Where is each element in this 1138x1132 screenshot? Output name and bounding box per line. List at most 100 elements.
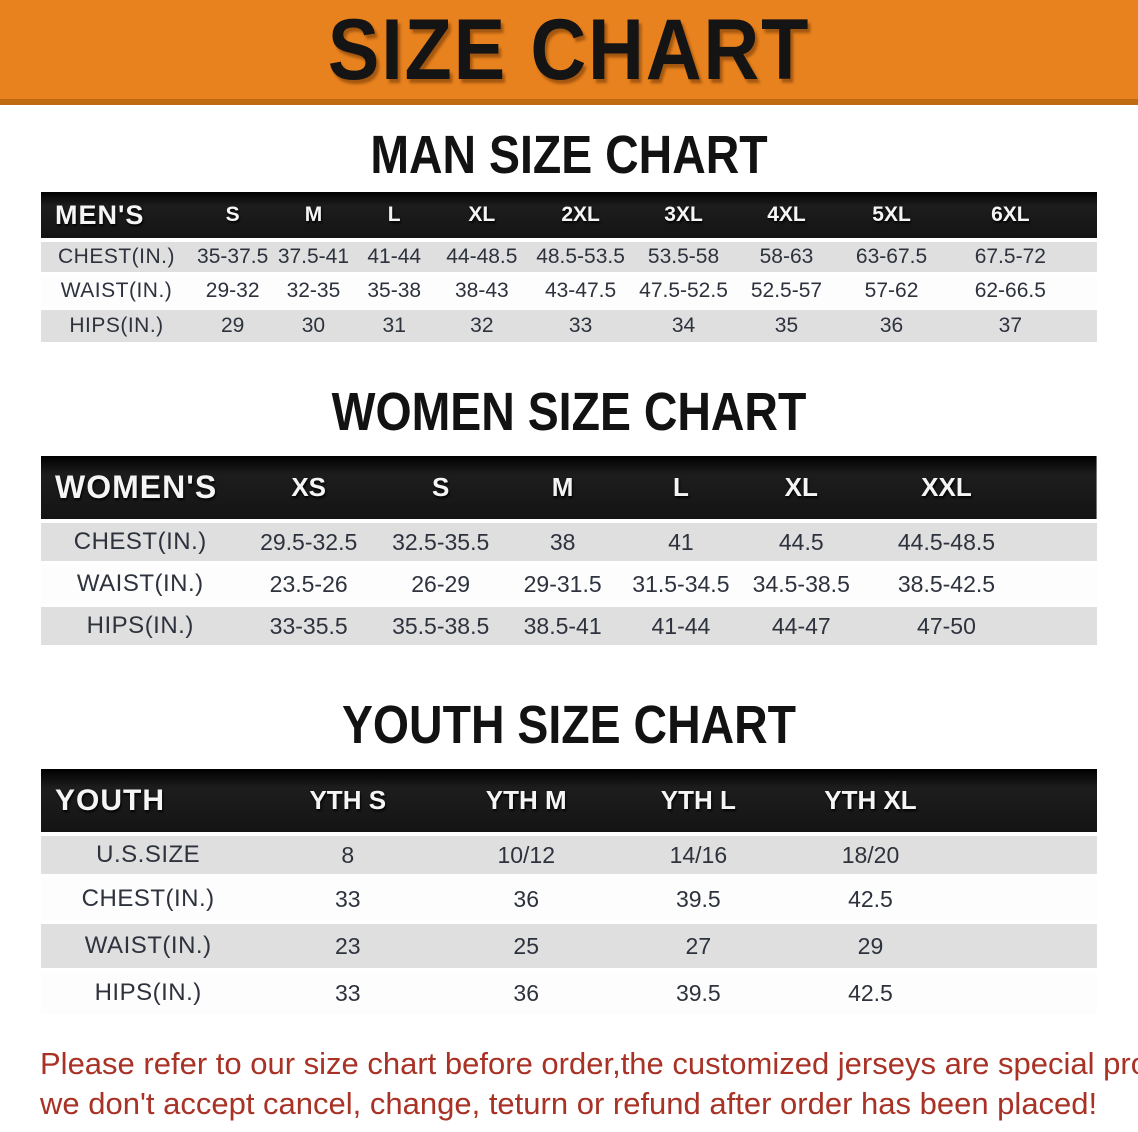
women-column-header: L <box>672 472 689 502</box>
men-waist-row: WAIST(IN.) 29-32 32-35 35-38 38-43 43-47… <box>41 276 1097 306</box>
size-value: 33 <box>528 310 633 342</box>
youth-size-chart-heading: YOUTH SIZE CHART <box>0 695 1138 755</box>
size-value: 47-50 <box>862 607 1031 645</box>
women-size-chart-heading-text: WOMEN SIZE CHART <box>331 382 807 442</box>
size-value: 32 <box>434 310 529 342</box>
disclaimer-line-2: we don't accept cancel, change, teturn o… <box>40 1086 1098 1121</box>
size-value: 35.5-38.5 <box>377 607 504 645</box>
size-value: 27 <box>612 924 785 968</box>
size-value: 44-47 <box>740 607 863 645</box>
size-value-filler <box>956 972 1097 1014</box>
women-size-chart-heading: WOMEN SIZE CHART <box>0 382 1138 442</box>
youth-ussize-row: U.S.SIZE 8 10/12 14/16 18/20 <box>41 836 1097 874</box>
men-column-header: L <box>387 203 401 226</box>
men-column-header: XL <box>468 203 496 226</box>
row-label: HIPS(IN.) <box>41 310 193 342</box>
size-value: 41-44 <box>621 607 741 645</box>
disclaimer-note: Please refer to our size chart before or… <box>40 1044 1138 1124</box>
size-value: 57-62 <box>838 276 945 306</box>
disclaimer-line-1: Please refer to our size chart before or… <box>40 1046 1138 1081</box>
size-value: 47.5-52.5 <box>632 276 735 306</box>
size-value-filler <box>1075 276 1097 306</box>
women-hips-row: HIPS(IN.) 33-35.5 35.5-38.5 38.5-41 41-4… <box>41 607 1097 645</box>
men-corner-label: MEN'S <box>55 199 145 230</box>
size-value: 48.5-53.5 <box>528 242 633 272</box>
size-value: 44.5-48.5 <box>862 523 1031 561</box>
men-size-table: MEN'S S M L XL 2XL 3XL 4XL 5XL 6XL CHEST… <box>41 188 1097 346</box>
row-label: HIPS(IN.) <box>41 972 256 1014</box>
size-value: 37 <box>944 310 1076 342</box>
youth-hips-row: HIPS(IN.) 33 36 39.5 42.5 <box>41 972 1097 1014</box>
youth-column-header: YTH S <box>309 785 387 815</box>
size-chart-banner: SIZE CHART <box>0 0 1138 105</box>
size-value-filler <box>956 878 1097 920</box>
size-value: 33-35.5 <box>239 607 378 645</box>
size-value: 35-38 <box>353 276 435 306</box>
size-value: 38 <box>503 523 622 561</box>
size-value: 29 <box>192 310 274 342</box>
size-value-filler <box>1030 607 1097 645</box>
size-value: 10/12 <box>440 836 613 874</box>
men-header-filler <box>1076 192 1097 238</box>
size-value: 18/20 <box>784 836 957 874</box>
size-value: 26-29 <box>377 565 504 603</box>
men-column-header: S <box>225 203 240 226</box>
youth-size-table: YOUTH YTH S YTH M YTH L YTH XL U.S.SIZE … <box>41 765 1097 1018</box>
youth-header-row: YOUTH YTH S YTH M YTH L YTH XL <box>41 769 1097 832</box>
women-chest-row: CHEST(IN.) 29.5-32.5 32.5-35.5 38 41 44.… <box>41 523 1097 561</box>
size-value: 44-48.5 <box>434 242 529 272</box>
women-corner-label: WOMEN'S <box>55 469 218 505</box>
youth-size-chart-heading-text: YOUTH SIZE CHART <box>341 695 797 755</box>
size-value: 67.5-72 <box>944 242 1076 272</box>
women-column-header: M <box>551 472 574 502</box>
youth-chest-row: CHEST(IN.) 33 36 39.5 42.5 <box>41 878 1097 920</box>
men-column-header: 4XL <box>767 203 806 226</box>
size-value: 34.5-38.5 <box>740 565 863 603</box>
size-value: 35 <box>734 310 839 342</box>
banner-title: SIZE CHART <box>327 1 811 98</box>
size-value: 14/16 <box>612 836 785 874</box>
size-value: 43-47.5 <box>528 276 633 306</box>
size-value: 32.5-35.5 <box>377 523 504 561</box>
size-value: 36 <box>838 310 945 342</box>
women-column-header: XXL <box>921 472 972 502</box>
men-chest-row: CHEST(IN.) 35-37.5 37.5-41 41-44 44-48.5… <box>41 242 1097 272</box>
row-label: CHEST(IN.) <box>41 878 256 920</box>
size-value: 53.5-58 <box>632 242 735 272</box>
size-value: 31 <box>353 310 435 342</box>
youth-header-filler <box>957 769 1097 832</box>
size-value-filler <box>1075 310 1097 342</box>
row-label: WAIST(IN.) <box>41 924 256 968</box>
size-value: 36 <box>440 972 613 1014</box>
size-value: 39.5 <box>612 878 785 920</box>
women-column-header: XL <box>784 472 818 502</box>
youth-corner-label: YOUTH <box>55 783 165 817</box>
women-header-filler <box>1030 456 1097 519</box>
row-label: CHEST(IN.) <box>41 523 240 561</box>
men-column-header: 6XL <box>991 203 1030 226</box>
women-size-table: WOMEN'S XS S M L XL XXL CHEST(IN.) 29.5-… <box>41 452 1097 649</box>
row-label: U.S.SIZE <box>41 836 256 874</box>
size-value: 23 <box>255 924 441 968</box>
women-waist-row: WAIST(IN.) 23.5-26 26-29 29-31.5 31.5-34… <box>41 565 1097 603</box>
size-value: 58-63 <box>734 242 839 272</box>
size-value: 37.5-41 <box>273 242 354 272</box>
size-value: 35-37.5 <box>192 242 274 272</box>
size-value: 41 <box>621 523 741 561</box>
size-value-filler <box>956 924 1097 968</box>
men-header-row: MEN'S S M L XL 2XL 3XL 4XL 5XL 6XL <box>41 192 1097 238</box>
size-value: 33 <box>255 878 441 920</box>
size-value: 36 <box>440 878 613 920</box>
size-value: 63-67.5 <box>838 242 945 272</box>
size-value: 29-32 <box>192 276 274 306</box>
men-hips-row: HIPS(IN.) 29 30 31 32 33 34 35 36 37 <box>41 310 1097 342</box>
men-column-header: M <box>304 203 323 226</box>
size-value: 25 <box>440 924 613 968</box>
size-value: 42.5 <box>784 878 957 920</box>
row-label: HIPS(IN.) <box>41 607 240 645</box>
size-value-filler <box>1075 242 1097 272</box>
row-label: WAIST(IN.) <box>41 276 193 306</box>
women-column-header: XS <box>291 472 327 502</box>
men-column-header: 3XL <box>664 203 703 226</box>
